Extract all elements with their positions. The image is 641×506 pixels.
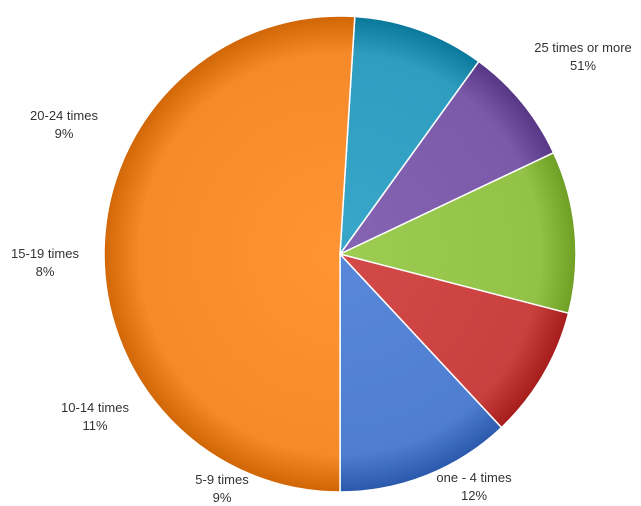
slice-category-label: 10-14 times: [61, 400, 129, 415]
slice-percent-label: 9%: [213, 490, 232, 505]
slice-label-0: one - 4 times 12%: [436, 470, 512, 503]
slice-category-label: 15-19 times: [11, 246, 79, 261]
labels-layer: one - 4 times 12% 5-9 times 9% 10-14 times 11…: [11, 40, 632, 505]
slice-label-1: 5-9 times 9%: [195, 472, 249, 505]
slice-label-5: 25 times or more 51%: [534, 40, 632, 73]
pie-slice-3: [339, 60, 555, 255]
slice-category-label: 20-24 times: [30, 108, 98, 123]
pie-slice-2: [339, 151, 577, 314]
slice-label-4: 20-24 times 9%: [30, 108, 98, 141]
pie-slice-1: [339, 253, 570, 429]
slice-label-3: 15-19 times 8%: [11, 246, 79, 279]
slice-percent-label: 9%: [55, 126, 74, 141]
pie-slice-4: [339, 15, 480, 255]
pie-slice-0: [339, 253, 503, 493]
slice-percent-label: 11%: [82, 418, 107, 433]
slice-percent-label: 51%: [570, 58, 596, 73]
slice-percent-label: 12%: [461, 488, 487, 503]
slices-layer: [103, 15, 577, 493]
slice-category-label: 25 times or more: [534, 40, 632, 55]
slice-category-label: 5-9 times: [195, 472, 249, 487]
slice-category-label: one - 4 times: [436, 470, 512, 485]
slice-label-2: 10-14 times 11%: [61, 400, 129, 433]
pie-slice-5: [103, 15, 356, 493]
slice-percent-label: 8%: [36, 264, 55, 279]
